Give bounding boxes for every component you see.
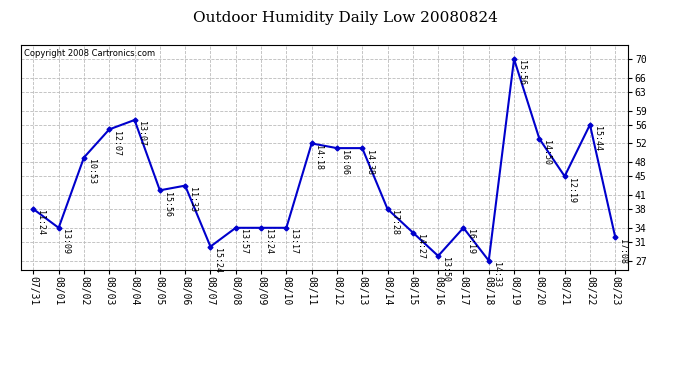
Text: Copyright 2008 Cartronics.com: Copyright 2008 Cartronics.com (23, 50, 155, 58)
Text: 13:50: 13:50 (441, 257, 450, 282)
Text: 14:18: 14:18 (315, 145, 324, 170)
Text: 13:57: 13:57 (239, 229, 248, 254)
Text: 10:53: 10:53 (87, 159, 96, 184)
Text: 11:24: 11:24 (36, 210, 45, 236)
Text: 14:50: 14:50 (542, 140, 551, 165)
Text: 16:19: 16:19 (466, 229, 475, 254)
Text: 17:08: 17:08 (618, 238, 627, 264)
Text: 15:56: 15:56 (163, 192, 172, 217)
Text: 15:44: 15:44 (593, 126, 602, 151)
Text: 15:56: 15:56 (517, 60, 526, 86)
Text: 14:38: 14:38 (365, 150, 374, 174)
Text: 15:24: 15:24 (213, 248, 222, 273)
Text: 14:27: 14:27 (415, 234, 424, 259)
Text: 13:24: 13:24 (264, 229, 273, 254)
Text: Outdoor Humidity Daily Low 20080824: Outdoor Humidity Daily Low 20080824 (193, 11, 497, 25)
Text: 17:28: 17:28 (391, 210, 400, 236)
Text: 14:33: 14:33 (491, 262, 500, 287)
Text: 13:07: 13:07 (137, 122, 146, 146)
Text: 13:17: 13:17 (289, 229, 298, 254)
Text: 12:19: 12:19 (567, 178, 576, 203)
Text: 16:06: 16:06 (339, 150, 348, 174)
Text: 11:33: 11:33 (188, 187, 197, 212)
Text: 13:09: 13:09 (61, 229, 70, 254)
Text: 12:07: 12:07 (112, 131, 121, 156)
